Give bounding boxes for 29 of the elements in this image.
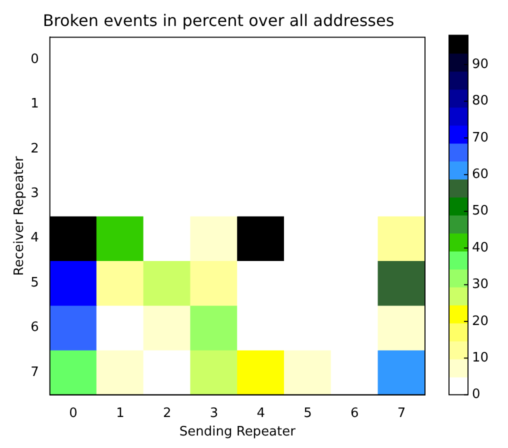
x-tick-label: 7 [397,406,406,421]
color-bar-label: 10 [472,350,489,366]
y-axis-title: Receiver Repeater [12,156,28,276]
chart-title: Broken events in percent over all addresses [42,10,394,30]
color-bar-label: 30 [472,277,489,292]
y-tick-label: 1 [30,96,39,112]
color-bar-label: 0 [472,387,480,402]
y-tick-label: 7 [30,364,39,380]
y-tick-label: 3 [30,186,39,202]
color-bar-label: 20 [472,314,489,329]
color-bar-label: 90 [472,56,489,72]
y-tick-label: 6 [30,320,39,336]
x-tick-label: 2 [162,406,172,421]
color-bar-label: 50 [472,204,489,219]
x-tick-label: 3 [210,406,218,421]
y-tick-label: 5 [30,275,39,290]
color-bar-label: 70 [472,130,489,146]
x-tick-label: 4 [256,406,266,421]
x-tick-label: 0 [69,406,78,421]
y-tick-label: 0 [30,52,39,67]
y-tick-label: 4 [30,230,39,246]
x-tick-label: 1 [116,406,124,421]
y-tick-label: 2 [30,141,39,156]
x-tick-label: 5 [304,406,312,421]
color-bar-label: 40 [472,240,489,256]
x-tick-label: 6 [350,406,359,421]
color-bar-label: 80 [472,94,489,109]
color-bar-label: 60 [472,167,489,182]
x-axis-title: Sending Repeater [179,424,296,440]
